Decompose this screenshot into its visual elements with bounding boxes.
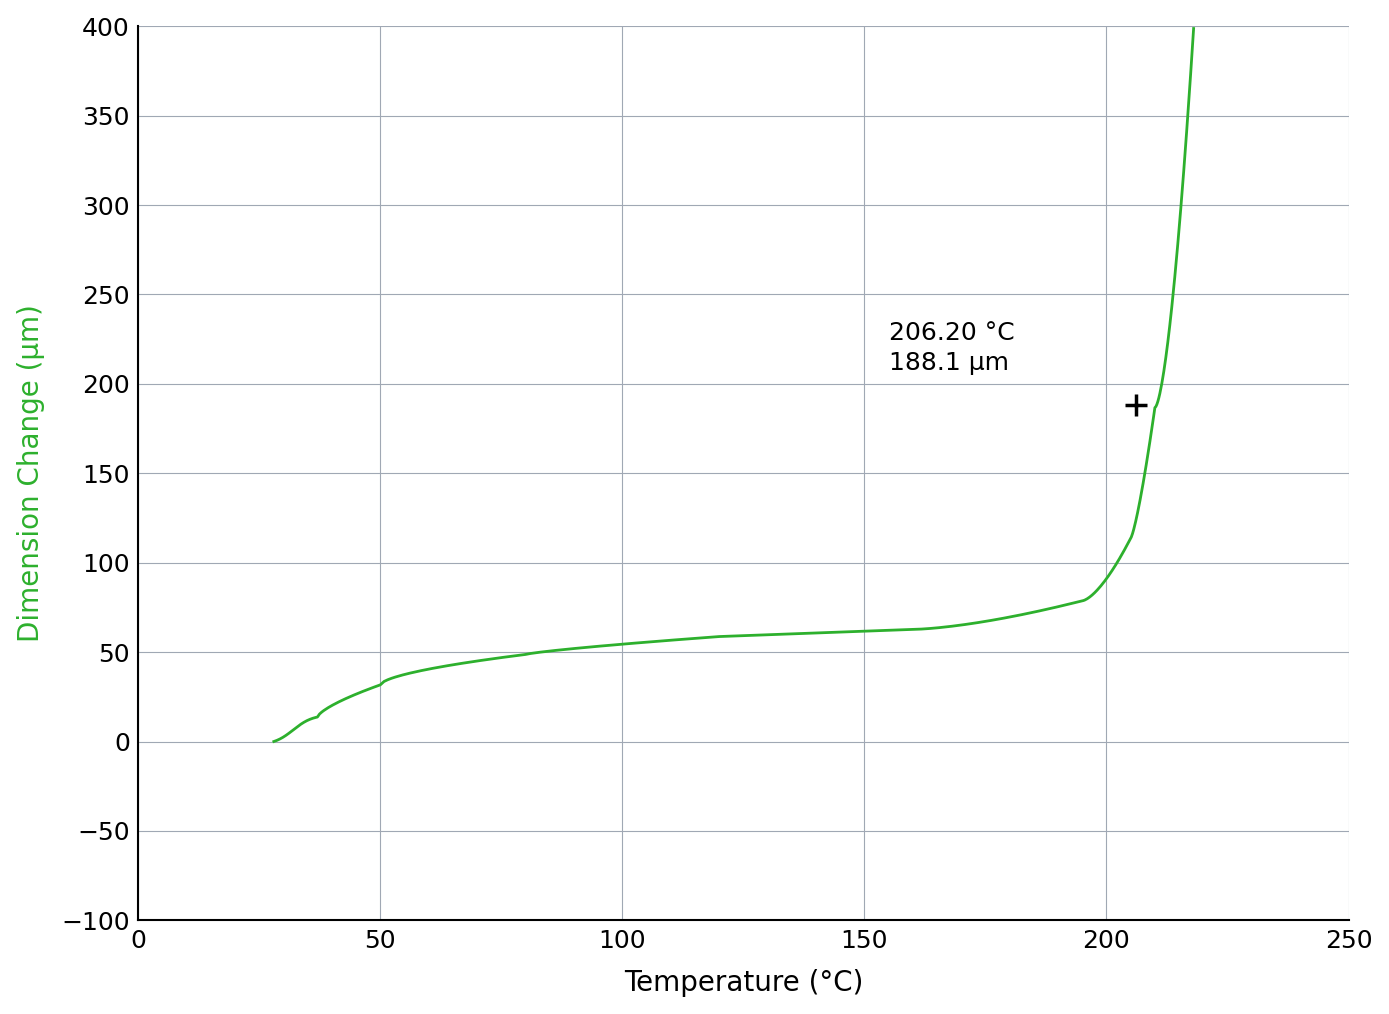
Y-axis label: Dimension Change (μm): Dimension Change (μm) — [17, 304, 44, 642]
X-axis label: Temperature (°C): Temperature (°C) — [624, 969, 863, 998]
Text: 206.20 °C
188.1 μm: 206.20 °C 188.1 μm — [889, 321, 1014, 375]
